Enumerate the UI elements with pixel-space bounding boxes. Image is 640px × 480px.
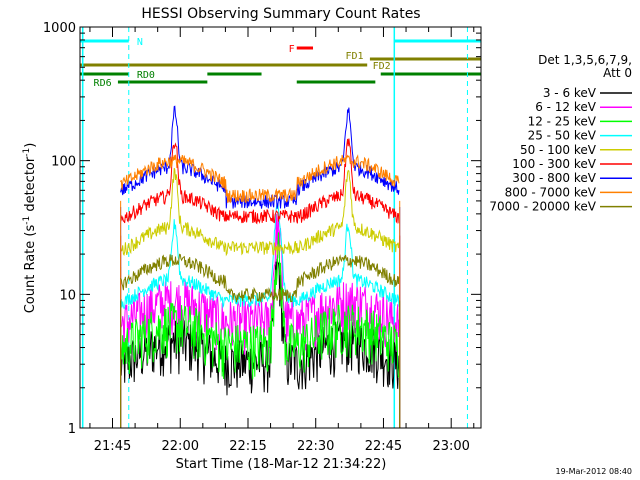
flag-label-F: F [289, 44, 295, 55]
x-tick-label: 22:30 [297, 439, 334, 454]
series-line [120, 256, 400, 396]
y-axis-label: Count Rate (s-1 detector-1) [22, 143, 38, 314]
footer-timestamp: 19-Mar-2012 08:40 [556, 467, 633, 476]
plot-frame [79, 26, 482, 429]
x-tick-label: 22:45 [365, 439, 402, 454]
x-tick-label: 21:45 [94, 439, 131, 454]
flag-label-N: N [137, 37, 143, 48]
series-line [120, 232, 400, 380]
flag-label-RD0: RD0 [137, 70, 155, 81]
legend-label: 12 - 25 keV [528, 114, 597, 128]
legend-label: 800 - 7000 keV [505, 185, 597, 199]
y-axis-label-sup-1: -1 [22, 216, 32, 225]
y-axis-label-end: ) [23, 143, 38, 148]
flag-label-RD6: RD6 [94, 78, 112, 89]
legend-label: 7000 - 20000 keV [489, 200, 596, 214]
flag-F: F [289, 44, 314, 55]
chart-title: HESSI Observing Summary Count Rates [141, 6, 420, 22]
x-axis-label: Start Time (18-Mar-12 21:34:22) [176, 457, 387, 472]
legend-label: 300 - 800 keV [512, 171, 596, 185]
legend-header-detectors: Det 1,3,5,6,7,9, [538, 53, 632, 67]
axes-layer: 1 10 100 1000 21:45 22:00 22:15 22:30 22:45 23:00 [43, 21, 481, 454]
series-line [120, 253, 400, 304]
y-axis-label-sup-2: -1 [22, 148, 32, 157]
x-tick-label: 23:00 [432, 439, 469, 454]
series-layer [120, 105, 401, 428]
flag-label-FD1: FD1 [346, 51, 364, 62]
series-line [120, 167, 400, 257]
x-tick-label: 22:00 [162, 439, 199, 454]
y-tick-label: 1 [68, 422, 76, 437]
y-tick-label: 1000 [43, 21, 76, 36]
series-line [120, 202, 400, 311]
legend-label: 100 - 300 keV [512, 157, 596, 171]
flag-label-FD2: FD2 [373, 61, 391, 72]
legend-label: 50 - 100 keV [520, 143, 597, 157]
flag-N: N [80, 37, 481, 48]
y-tick-label: 10 [59, 288, 76, 303]
legend-label: 3 - 6 keV [543, 86, 597, 100]
y-axis-label-mid: detector [23, 156, 38, 216]
legend-label: 6 - 12 keV [535, 100, 597, 114]
legend-header-attenuator: Att 0 [603, 66, 632, 80]
series-line [120, 138, 400, 225]
y-tick-label: 100 [51, 155, 76, 170]
x-tick-label: 22:15 [229, 439, 266, 454]
flag-FD1: FD1 [346, 51, 481, 62]
series-line [120, 154, 400, 204]
series-line [120, 213, 400, 356]
series-line [120, 105, 400, 209]
flag-RD0: RD0 [80, 70, 481, 81]
legend-label: 25 - 50 keV [528, 129, 597, 143]
flag-RD6: RD6 [94, 78, 376, 89]
flag-FD2: FD2 [80, 61, 391, 72]
